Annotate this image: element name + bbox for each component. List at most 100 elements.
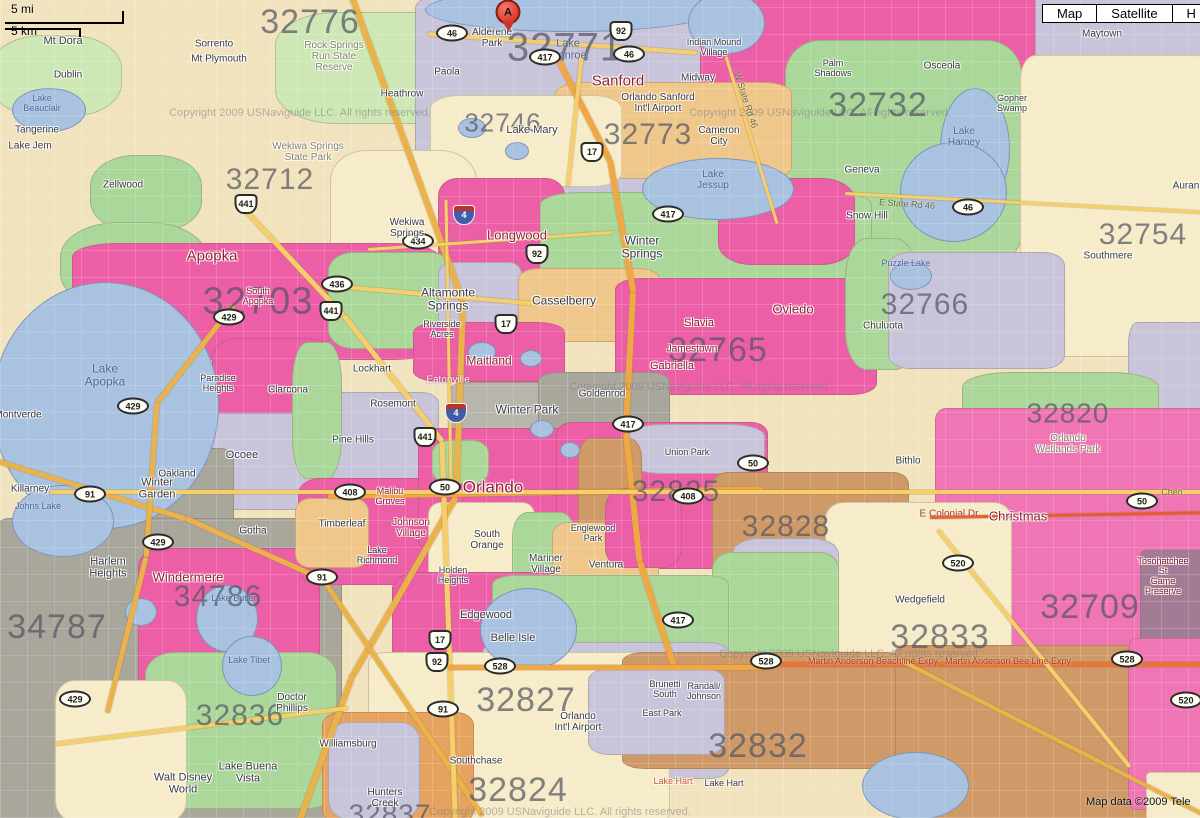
town-label: Eatonville: [426, 374, 470, 386]
route-shield-50: 50: [429, 478, 461, 496]
map-data-attribution: Map data ©2009 Tele: [1086, 796, 1191, 808]
map-type-controls: Map Satellite H: [1042, 4, 1200, 23]
water-label: Johns Lake: [14, 500, 62, 511]
road-name-label: Martin Anderson Beachline Expy: [807, 655, 939, 666]
map-region: [605, 488, 682, 568]
town-label: Hunters Creek: [367, 786, 403, 809]
water-label: Lake Apopka: [84, 361, 126, 389]
town-label: Gopher Swamp: [996, 92, 1028, 113]
town-label: Bithlo: [895, 455, 921, 467]
map-type-button-map[interactable]: Map: [1042, 4, 1098, 23]
map-region: [90, 155, 202, 232]
town-label: Mariner Village: [529, 552, 563, 575]
zip-code-label: 32820: [1026, 397, 1110, 429]
town-label: Lake Jem: [8, 140, 52, 152]
copyright-watermark: Copyright 2009 USNaviguide LLC. All righ…: [569, 380, 831, 393]
map-region: [292, 342, 342, 479]
town-label: Orlando Wetlands Park: [1035, 432, 1101, 455]
route-shield-50: 50: [737, 454, 769, 472]
town-label: Lockhart: [352, 363, 392, 375]
road-name-label: Chen: [1161, 486, 1183, 497]
zip-code-label: 34787: [7, 607, 107, 646]
town-label: Oviedo: [772, 301, 814, 317]
map-pin-marker-a[interactable]: A: [495, 0, 521, 25]
town-label: Rosemont: [370, 398, 416, 410]
town-label: Clarcona: [267, 384, 309, 396]
zip-code-label: 32833: [890, 617, 990, 656]
town-label: Lake Hart: [704, 777, 744, 788]
town-label: Maitland: [466, 353, 512, 368]
copyright-watermark: Copyright 2009 USNaviguide LLC. All righ…: [169, 106, 431, 119]
zip-code-label: 32746: [464, 107, 542, 138]
road-line: [50, 490, 1200, 494]
town-label: Ocoee: [225, 448, 259, 461]
town-label: Geneva: [844, 164, 880, 176]
zip-code-label: 32709: [1040, 587, 1140, 626]
route-shield-408: 408: [334, 483, 366, 501]
town-label: Jamestown: [666, 343, 718, 355]
lake: [900, 142, 1007, 242]
town-label: South Orange: [470, 528, 504, 551]
town-label: Auran: [1172, 180, 1200, 192]
town-label: Riverside Acres: [423, 318, 461, 339]
route-shield-441: 441: [319, 301, 343, 321]
town-label: Malibu Groves: [375, 485, 405, 506]
route-shield-429: 429: [142, 533, 174, 551]
route-shield-417: 417: [652, 205, 684, 223]
town-label: Johnson Village: [392, 516, 430, 539]
town-label: Indian Mound Village: [686, 36, 742, 57]
route-shield-429: 429: [59, 690, 91, 708]
route-shield-429: 429: [213, 308, 245, 326]
town-label: Oakland: [158, 468, 196, 480]
scale-km-label: 5 km: [11, 24, 38, 38]
route-shield-434: 434: [402, 232, 434, 250]
route-shield-4: 4: [445, 403, 467, 423]
route-shield-417: 417: [662, 611, 694, 629]
town-label: Paradise Heights: [200, 372, 236, 393]
lake: [862, 752, 969, 818]
road-line: [448, 665, 773, 670]
town-label: Midway: [681, 72, 715, 84]
route-shield-92: 92: [525, 244, 549, 264]
town-label: Cameron City: [698, 124, 740, 147]
town-label: Casselberry: [531, 293, 597, 308]
route-shield-528: 528: [484, 657, 516, 675]
map-type-button-h[interactable]: H: [1171, 4, 1200, 23]
lake: [480, 588, 577, 670]
route-shield-17: 17: [580, 142, 604, 162]
town-label: Sorrento: [194, 38, 234, 50]
town-label: Mt Dora: [43, 34, 83, 47]
route-shield-17: 17: [494, 314, 518, 334]
lake: [530, 420, 554, 438]
town-label: Palm Shadows: [814, 57, 852, 78]
route-shield-4: 4: [453, 205, 475, 225]
town-label: East Park: [642, 707, 682, 718]
map-region: [413, 322, 565, 382]
lake: [520, 350, 542, 367]
zip-code-label: 32828: [741, 510, 831, 544]
zip-code-label: 32754: [1098, 218, 1188, 252]
map-type-button-satellite[interactable]: Satellite: [1096, 4, 1173, 23]
route-shield-528: 528: [1111, 650, 1143, 668]
town-label: Maytown: [1081, 28, 1123, 40]
map-pin-letter: A: [504, 6, 512, 18]
town-label: Randall/ Johnson: [686, 680, 722, 701]
town-label: Winter Garden: [138, 476, 176, 501]
route-shield-528: 528: [750, 652, 782, 670]
town-label: Mt Plymouth: [191, 53, 247, 65]
scale-km-line: [5, 28, 81, 37]
town-label: Lake Hart: [653, 775, 693, 786]
water-label: Puzzle Lake: [881, 257, 931, 268]
lake: [468, 342, 496, 362]
road-name-label: E Colonial Dr: [919, 508, 979, 520]
town-label: Union Park: [664, 446, 710, 457]
town-label: Williamsburg: [319, 738, 377, 750]
town-label: Belle Isle: [490, 631, 536, 644]
route-shield-520: 520: [1170, 691, 1200, 709]
town-label: Orlando Int'l Airport: [554, 710, 602, 733]
town-label: Altamonte Springs: [420, 285, 476, 313]
town-label: Winter Park: [495, 402, 559, 417]
town-label: Lake Mary: [506, 123, 558, 136]
